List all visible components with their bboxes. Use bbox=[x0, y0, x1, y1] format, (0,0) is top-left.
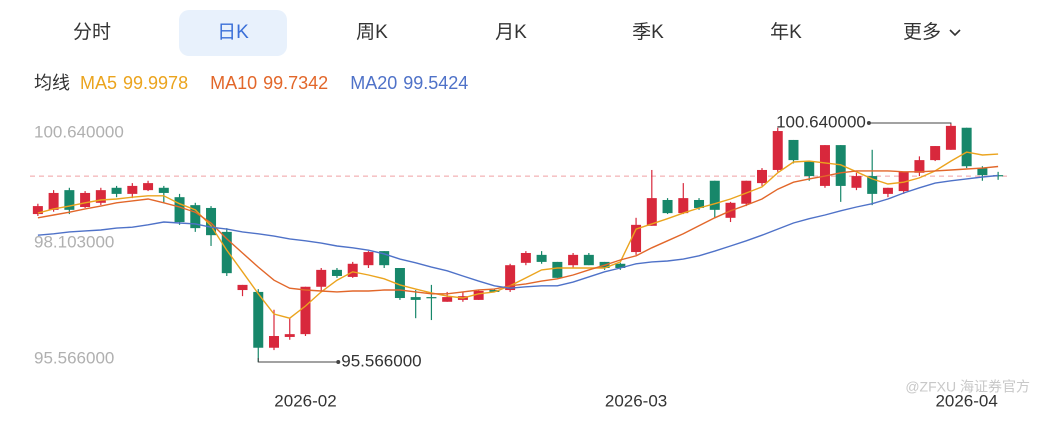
candle-body bbox=[882, 187, 893, 194]
tab-bar: 分时 日K 周K 月K 季K 年K 更多 bbox=[73, 10, 961, 56]
candle-body bbox=[347, 263, 358, 277]
candle-body bbox=[898, 171, 909, 192]
ma-line bbox=[37, 174, 999, 289]
candle-body bbox=[300, 286, 311, 335]
candle-body bbox=[269, 336, 279, 348]
candle-body bbox=[95, 190, 106, 203]
candle-body bbox=[379, 251, 390, 266]
tab[interactable]: 更多 bbox=[903, 21, 941, 43]
ma-line bbox=[37, 165, 999, 295]
annotation-line bbox=[257, 358, 339, 363]
candle-body bbox=[174, 197, 185, 223]
candle-body bbox=[993, 175, 1004, 177]
tab-highlight bbox=[179, 10, 287, 56]
tab[interactable]: 日K bbox=[217, 22, 249, 43]
tab[interactable]: 周K bbox=[356, 22, 388, 43]
candle-body bbox=[237, 284, 248, 291]
candle-body bbox=[127, 185, 138, 194]
legend-value: 99.5424 bbox=[403, 73, 468, 93]
candle-body bbox=[662, 199, 673, 214]
candle-body bbox=[804, 161, 815, 177]
candle-body bbox=[158, 187, 169, 193]
legend-value: 99.9978 bbox=[123, 73, 188, 93]
candle-body bbox=[426, 297, 437, 299]
candle-body bbox=[709, 180, 720, 210]
candle-body bbox=[536, 254, 547, 262]
candle-body bbox=[331, 269, 342, 276]
legend-name: MA20 bbox=[350, 73, 397, 93]
chevron bbox=[949, 29, 961, 37]
candle-body bbox=[473, 290, 484, 300]
candle-body bbox=[631, 224, 642, 253]
watermark: @ZFXU 海证券官方 bbox=[905, 379, 1030, 395]
x-tick-label: 2026-03 bbox=[605, 391, 667, 410]
candle-body bbox=[143, 183, 154, 191]
tab[interactable]: 分时 bbox=[73, 21, 111, 43]
candle-body bbox=[32, 206, 43, 215]
candle-body bbox=[552, 261, 563, 278]
candle-body bbox=[977, 168, 988, 176]
candle-body bbox=[190, 205, 201, 229]
candle-body bbox=[851, 176, 862, 188]
candle-body bbox=[410, 297, 421, 300]
candle-body bbox=[253, 291, 264, 348]
candle-body bbox=[945, 125, 956, 150]
y-tick-label: 100.640000 bbox=[34, 122, 124, 141]
candle-body bbox=[284, 334, 295, 337]
legend-name: MA5 bbox=[80, 73, 117, 93]
candle-body bbox=[363, 252, 374, 266]
candle-body bbox=[678, 198, 689, 214]
candle-body bbox=[80, 192, 91, 208]
x-tick-label: 2026-02 bbox=[274, 391, 336, 410]
candle-body bbox=[206, 207, 217, 236]
y-tick-label: 98.103000 bbox=[34, 232, 114, 251]
candle-body bbox=[615, 263, 626, 269]
candle-body bbox=[48, 192, 59, 210]
candle-body bbox=[505, 265, 516, 291]
ma-line bbox=[37, 151, 999, 319]
candle-body bbox=[694, 199, 705, 208]
candle-body bbox=[520, 252, 531, 263]
y-tick-label: 95.566000 bbox=[34, 348, 114, 367]
annotation-label: 100.640000 bbox=[776, 112, 866, 131]
annotation-line bbox=[868, 122, 952, 124]
candle-body bbox=[442, 297, 453, 302]
candle-body bbox=[788, 139, 799, 161]
candle-body bbox=[64, 190, 75, 210]
annotation-dot bbox=[336, 360, 341, 364]
x-tick-label: 2026-04 bbox=[935, 391, 997, 410]
candle-body bbox=[914, 160, 925, 173]
candle-body bbox=[394, 268, 405, 299]
legend-value: 99.7342 bbox=[263, 73, 328, 93]
candle-body bbox=[583, 254, 594, 266]
candle-body bbox=[646, 198, 657, 226]
annotation-label: 95.566000 bbox=[341, 351, 421, 370]
candle-body bbox=[930, 146, 941, 161]
candle-body bbox=[819, 145, 830, 186]
candle-body bbox=[489, 290, 500, 292]
candle-body bbox=[316, 269, 327, 287]
legend: 均线 MA5 99.9978 MA10 99.7342 MA20 99.5424 bbox=[34, 73, 468, 93]
candle-body bbox=[221, 231, 232, 274]
candle-body bbox=[772, 131, 783, 170]
tab[interactable]: 年K bbox=[770, 21, 802, 43]
candle-body bbox=[867, 176, 878, 194]
candle-body bbox=[961, 127, 972, 167]
legend-title: 均线 bbox=[34, 73, 70, 93]
candle-body bbox=[568, 254, 579, 266]
candle-body bbox=[741, 180, 752, 204]
annotation-dot bbox=[866, 121, 871, 125]
legend-name: MA10 bbox=[210, 73, 257, 93]
tab[interactable]: 月K bbox=[495, 22, 527, 43]
candle-body bbox=[111, 187, 122, 194]
tab[interactable]: 季K bbox=[632, 21, 664, 43]
candle-body bbox=[757, 169, 767, 184]
